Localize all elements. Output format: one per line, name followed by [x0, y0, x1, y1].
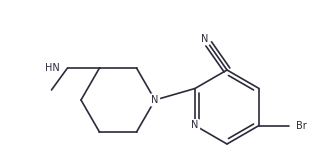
- Text: N: N: [191, 120, 199, 131]
- Text: HN: HN: [45, 63, 59, 73]
- Text: Br: Br: [296, 120, 307, 131]
- Text: N: N: [201, 34, 208, 44]
- Text: N: N: [151, 95, 159, 105]
